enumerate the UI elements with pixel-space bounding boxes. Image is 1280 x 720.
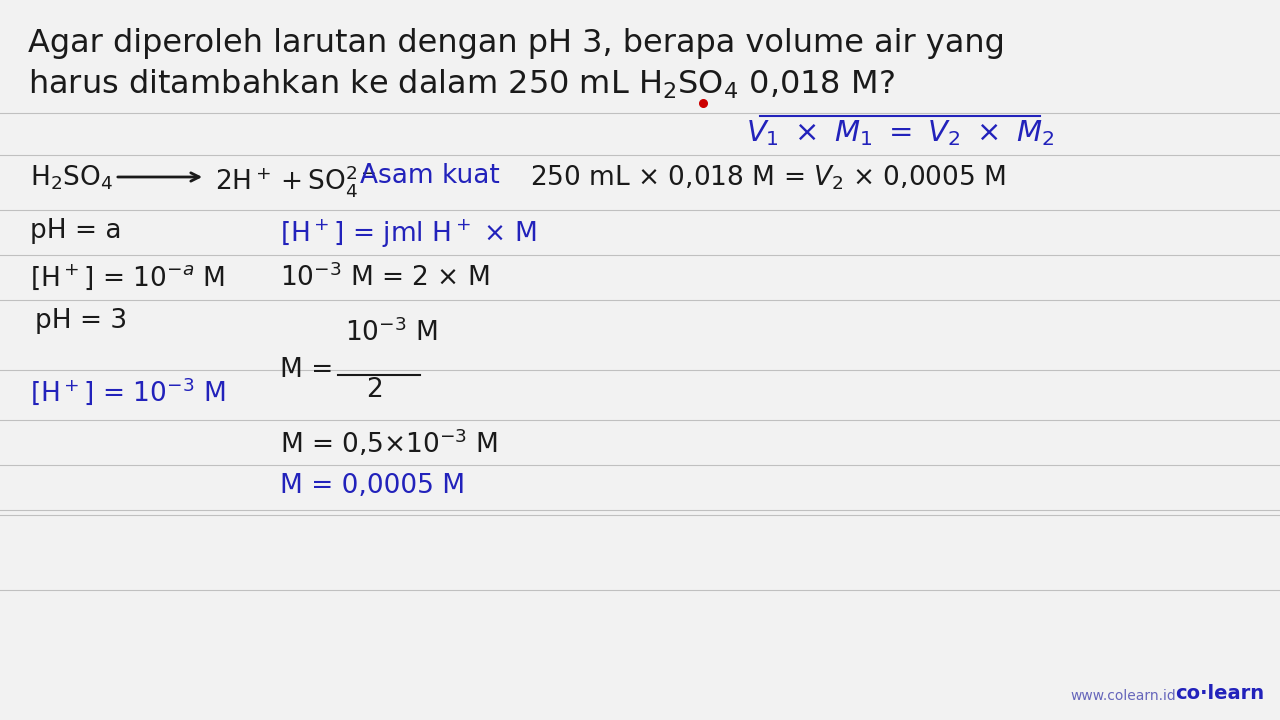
Text: www.colearn.id: www.colearn.id [1070, 689, 1176, 703]
Text: $[\mathregular{H^+}]$ = $10^{-a}$ M: $[\mathregular{H^+}]$ = $10^{-a}$ M [29, 263, 225, 292]
Text: $\mathregular{2H^+ + SO_4^{2-}}$: $\mathregular{2H^+ + SO_4^{2-}}$ [215, 163, 376, 199]
Text: Agar diperoleh larutan dengan pH 3, berapa volume air yang: Agar diperoleh larutan dengan pH 3, bera… [28, 28, 1005, 59]
Text: $[\mathregular{H^+}]$ = $10^{-3}$ M: $[\mathregular{H^+}]$ = $10^{-3}$ M [29, 375, 225, 407]
Text: M = 0,5$\times$$10^{-3}$ M: M = 0,5$\times$$10^{-3}$ M [280, 428, 498, 459]
Text: 250 mL $\times$ 0,018 M = $\mathit{V}_2$ $\times$ 0,0005 M: 250 mL $\times$ 0,018 M = $\mathit{V}_2$… [530, 163, 1006, 192]
Text: co·learn: co·learn [1175, 684, 1265, 703]
Text: pH = a: pH = a [29, 218, 122, 244]
Text: 2: 2 [366, 377, 383, 403]
Text: pH = 3: pH = 3 [35, 308, 127, 334]
Text: Asam kuat: Asam kuat [360, 163, 499, 189]
Text: M =: M = [280, 357, 333, 383]
Text: harus ditambahkan ke dalam 250 mL $\mathregular{H_2SO_4}$ 0,018 M?: harus ditambahkan ke dalam 250 mL $\math… [28, 68, 895, 102]
Text: $[\mathregular{H^+}]$ = jml $\mathregular{H^+}$ $\times$ M: $[\mathregular{H^+}]$ = jml $\mathregula… [280, 218, 536, 251]
Text: $\mathregular{H_2SO_4}$: $\mathregular{H_2SO_4}$ [29, 163, 113, 192]
Text: M = 0,0005 M: M = 0,0005 M [280, 473, 465, 499]
Text: $\mathit{V}_1\ \times\ \mathit{M}_1\ =\ \mathit{V}_2\ \times\ \mathit{M}_2$: $\mathit{V}_1\ \times\ \mathit{M}_1\ =\ … [746, 118, 1055, 148]
Text: $10^{-3}$ M: $10^{-3}$ M [346, 318, 438, 347]
Text: $10^{-3}$ M = 2 $\times$ M: $10^{-3}$ M = 2 $\times$ M [280, 263, 490, 292]
